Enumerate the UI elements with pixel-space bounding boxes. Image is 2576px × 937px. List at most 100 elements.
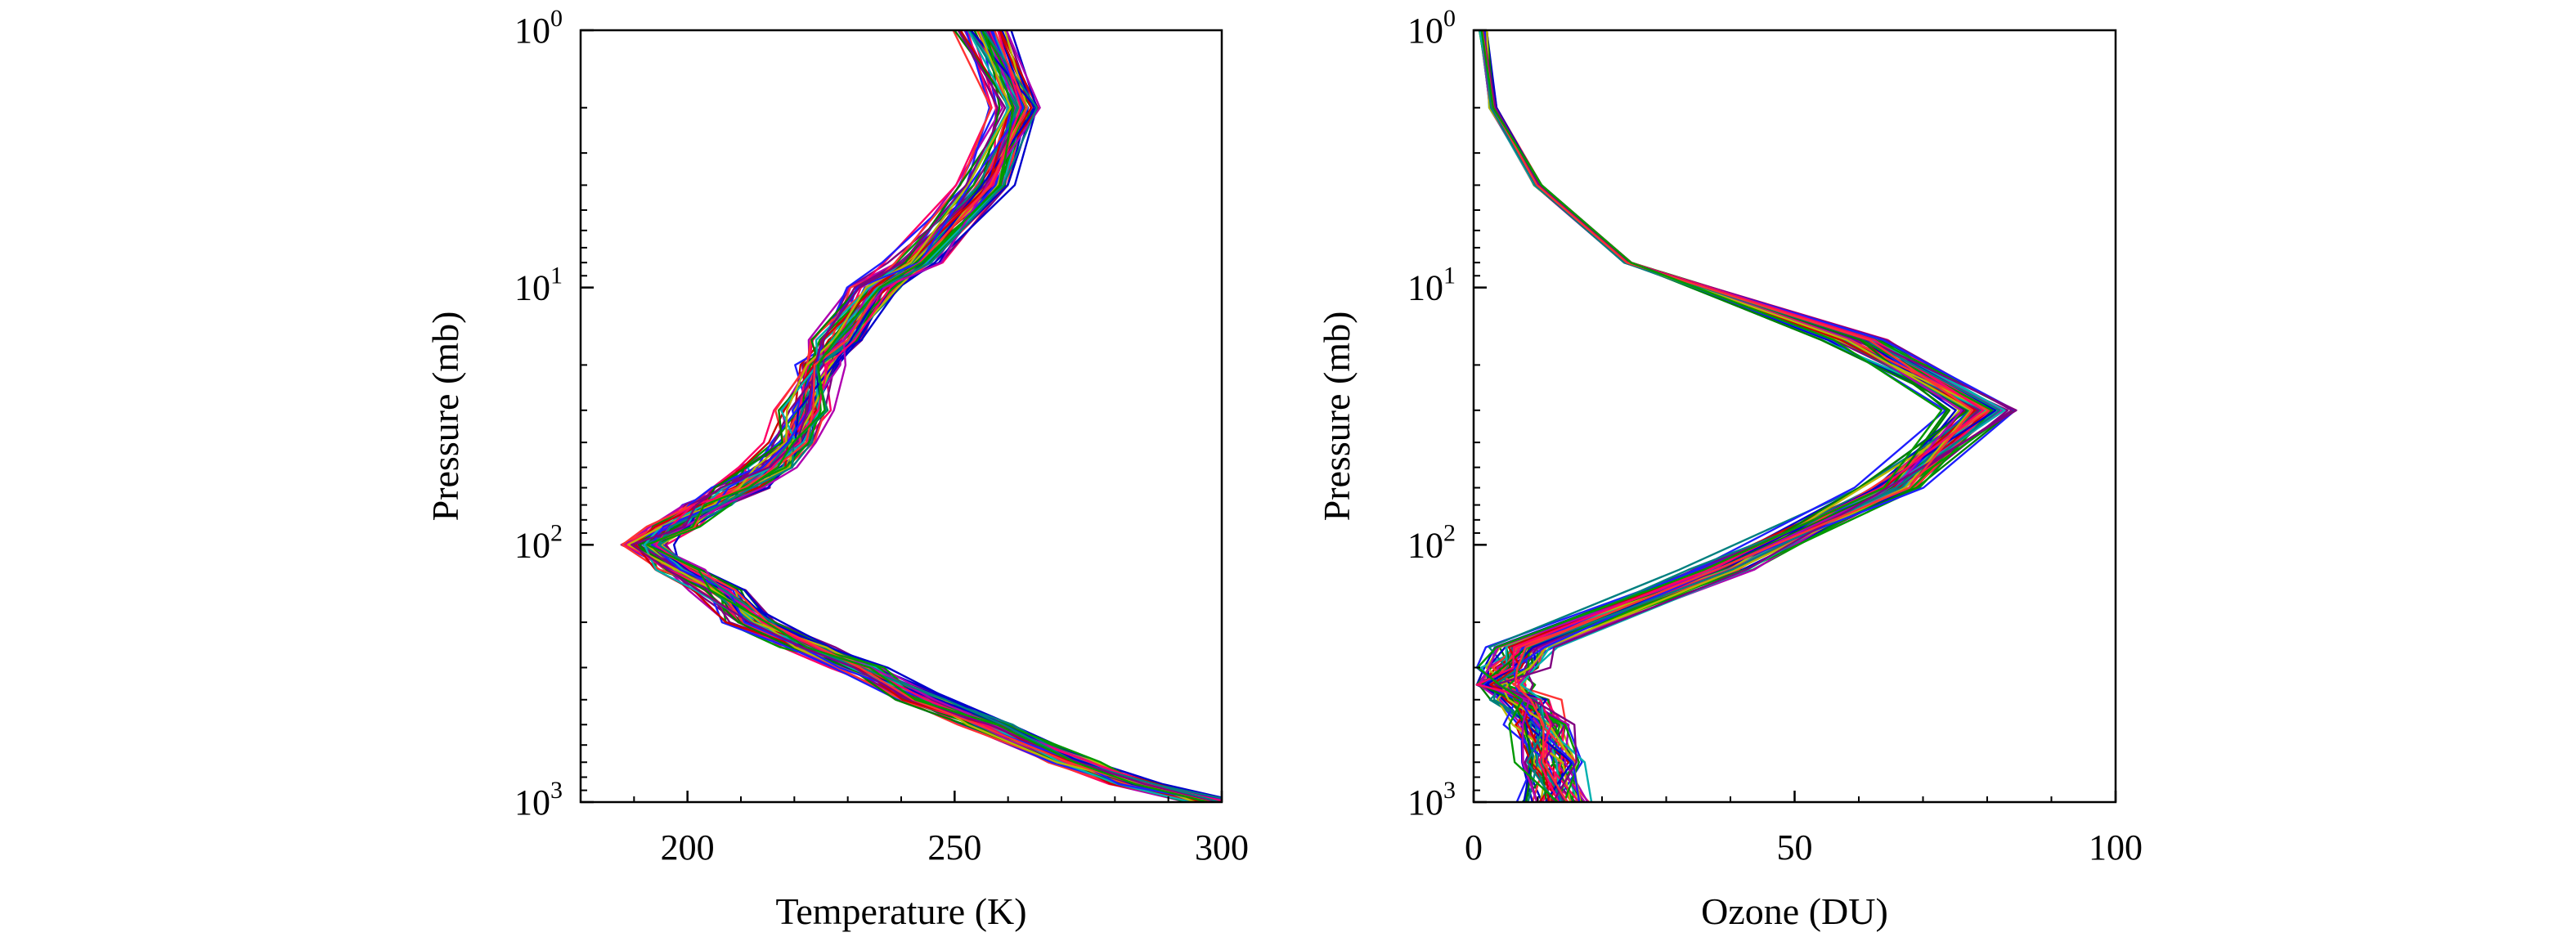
series-line-56 bbox=[1475, 30, 1985, 802]
y-tick-label: 101 bbox=[1407, 262, 1456, 308]
series-line-7 bbox=[1479, 30, 1997, 802]
series-line-42 bbox=[1485, 30, 1990, 802]
series-line-45 bbox=[642, 30, 1222, 802]
series-line-38 bbox=[656, 30, 1200, 802]
series-line-44 bbox=[1483, 30, 1992, 802]
series-line-9 bbox=[1479, 30, 1970, 802]
series-line-16 bbox=[643, 30, 1222, 801]
series-line-48 bbox=[1485, 30, 1994, 802]
series-line-16 bbox=[1485, 30, 1989, 802]
series-line-42 bbox=[645, 30, 1218, 802]
y-tick-label: 102 bbox=[1407, 519, 1456, 565]
series-line-5 bbox=[1476, 30, 1979, 802]
series-line-56 bbox=[655, 30, 1222, 802]
ozone-profile-panel: 0 50 100 100 101 102 103 Ozone (DU) Pressure (mb… bbox=[1316, 5, 2143, 932]
series-line-37 bbox=[673, 30, 1222, 802]
series-line-43 bbox=[1479, 30, 1947, 802]
series-line-21 bbox=[1479, 30, 1983, 802]
series-line-1 bbox=[651, 30, 1209, 802]
series-line-24 bbox=[656, 30, 1222, 802]
series-line-2 bbox=[1479, 30, 1981, 802]
series-line-17 bbox=[1478, 30, 1987, 802]
y-tick-label: 102 bbox=[514, 519, 563, 565]
series-line-23 bbox=[655, 30, 1222, 802]
series-line-4 bbox=[1483, 30, 2005, 802]
plot-frame bbox=[1472, 29, 2117, 804]
series-line-48 bbox=[651, 30, 1222, 802]
series-line-32 bbox=[1486, 30, 1994, 802]
series-line-25 bbox=[1479, 30, 1973, 802]
y-tick-label: 100 bbox=[514, 5, 563, 51]
series-line-29 bbox=[1482, 30, 1973, 802]
series-line-34 bbox=[1484, 30, 1980, 802]
series-line-60 bbox=[646, 30, 1209, 802]
series-line-57 bbox=[1481, 30, 2001, 802]
series-line-28 bbox=[1479, 30, 1988, 802]
series-line-26 bbox=[644, 30, 1222, 802]
series-line-18 bbox=[1484, 30, 1985, 802]
series-line-58 bbox=[1482, 30, 2017, 802]
series-line-46 bbox=[1482, 30, 2013, 802]
series-line-25 bbox=[653, 30, 1213, 802]
series-line-8 bbox=[665, 30, 1222, 801]
series-line-40 bbox=[655, 30, 1205, 802]
series-line-9 bbox=[643, 30, 1221, 802]
series-line-55 bbox=[1483, 30, 2017, 802]
series-line-15 bbox=[1479, 30, 1972, 802]
series-line-27 bbox=[653, 30, 1222, 802]
series-line-52 bbox=[1479, 30, 2006, 802]
series-line-35 bbox=[1485, 30, 2001, 802]
series-line-49 bbox=[651, 30, 1222, 802]
x-tick-label: 250 bbox=[927, 827, 981, 868]
x-tick-label: 200 bbox=[661, 827, 715, 868]
series-line-40 bbox=[1479, 30, 1997, 802]
temperature-profile-panel: 200 250 300 100 101 102 103 Temperature (K) Pres… bbox=[424, 5, 1249, 932]
series-line-45 bbox=[1481, 30, 1972, 802]
series-line-3 bbox=[1478, 30, 1951, 802]
y-tick-label: 101 bbox=[514, 262, 563, 308]
series-line-8 bbox=[1485, 30, 1987, 802]
series-line-39 bbox=[1475, 30, 1969, 802]
series-line-1 bbox=[1475, 30, 1957, 802]
series-line-24 bbox=[1478, 30, 1991, 802]
series-line-12 bbox=[1475, 30, 1977, 802]
y-tick-label: 100 bbox=[1407, 5, 1456, 51]
series-line-41 bbox=[1481, 30, 2004, 802]
series-line-10 bbox=[664, 30, 1222, 800]
series-line-50 bbox=[1486, 30, 1977, 802]
y-axis-label: Pressure (mb) bbox=[1316, 312, 1358, 522]
series-line-47 bbox=[1482, 30, 1990, 802]
series-line-22 bbox=[1479, 30, 2000, 802]
series-line-6 bbox=[1480, 30, 1977, 802]
series-line-27 bbox=[1483, 30, 2014, 802]
series-line-20 bbox=[1482, 30, 2001, 802]
series-line-11 bbox=[644, 30, 1214, 802]
y-tick-label: 103 bbox=[514, 777, 563, 823]
series-line-26 bbox=[1480, 30, 1965, 802]
series-line-37 bbox=[1482, 30, 1964, 802]
series-line-6 bbox=[650, 30, 1222, 802]
x-tick-label: 100 bbox=[2089, 827, 2143, 868]
series-line-4 bbox=[642, 30, 1222, 802]
series-line-10 bbox=[1479, 30, 2009, 802]
series-line-53 bbox=[1479, 30, 1963, 802]
series-group bbox=[620, 30, 1222, 802]
x-tick-label: 300 bbox=[1195, 827, 1249, 868]
series-line-57 bbox=[657, 30, 1220, 802]
x-tick-label: 50 bbox=[1777, 827, 1813, 868]
series-line-53 bbox=[651, 30, 1222, 801]
series-line-33 bbox=[1482, 30, 1981, 802]
series-line-18 bbox=[660, 30, 1200, 802]
y-tick-label: 103 bbox=[1407, 777, 1456, 823]
series-line-13 bbox=[653, 30, 1222, 799]
series-line-38 bbox=[1475, 30, 1990, 802]
series-group bbox=[1475, 30, 2017, 802]
y-axis-label: Pressure (mb) bbox=[424, 312, 466, 522]
series-line-11 bbox=[1475, 30, 1994, 802]
series-line-50 bbox=[634, 30, 1210, 802]
series-line-30 bbox=[1479, 30, 1961, 802]
x-axis-label: Temperature (K) bbox=[775, 890, 1026, 932]
series-line-19 bbox=[1475, 30, 1976, 802]
series-line-14 bbox=[645, 30, 1208, 802]
